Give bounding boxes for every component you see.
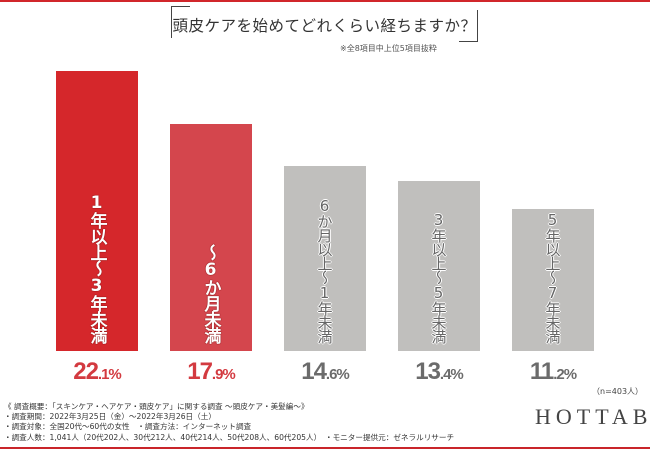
top-rule (0, 0, 650, 2)
bar-3: 6か月以上〜1年未満 (284, 166, 366, 351)
sample-size-note: （n=403人） (592, 387, 644, 396)
pct-label-2: 17.9% (187, 358, 236, 385)
chart-title: 頭皮ケアを始めてどれくらい経ちますか？ (172, 17, 477, 35)
pct-label-5: 11.2% (529, 358, 577, 385)
pct-label-4: 13.4% (415, 358, 464, 385)
bar-2: 〜6か月未満 (170, 124, 252, 351)
bar-label: 6か月以上〜1年未満 (315, 197, 334, 343)
footnote-line: ・調査期間：2022年3月25日（金）〜2022年3月26日（土） (4, 412, 216, 422)
brand-logo: HOTTAB (535, 404, 650, 429)
bracket-left-vertical (171, 6, 172, 38)
bracket-right-horizontal (459, 41, 478, 42)
bar-1: 1年以上〜3年未満 (56, 71, 138, 351)
bar-label: 〜6か月未満 (200, 244, 221, 343)
chart-subnote: ※全8項目中上位5項目抜粋 (340, 44, 437, 53)
title-box: 頭皮ケアを始めてどれくらい経ちますか？ (171, 6, 478, 42)
survey-footnotes: 《 調査概要：「スキンケア・ヘアケア・頭皮ケア」に関する調査 〜頭皮ケア・美髪編… (4, 402, 454, 443)
footnote-line: ・調査人数：1,041人（20代202人、30代212人、40代214人、50代… (4, 432, 455, 442)
bar-label: 1年以上〜3年未満 (86, 193, 107, 343)
bracket-left-horizontal (171, 6, 190, 7)
footnote-line: 《 調査概要：「スキンケア・ヘアケア・頭皮ケア」に関する調査 〜頭皮ケア・美髪編… (4, 402, 309, 411)
footnote-line: ・調査対象：全国20代〜60代の女性 ・調査方法：インターネット調査 (4, 422, 252, 432)
pct-label-3: 14.6% (301, 358, 350, 385)
bar-5: 5年以上〜7年未満 (512, 209, 594, 351)
bar-label: 5年以上〜7年未満 (543, 211, 562, 343)
pct-label-1: 22.1% (73, 358, 122, 385)
bracket-right-vertical (477, 10, 478, 42)
bottom-rule (0, 447, 650, 449)
bar-label: 3年以上〜5年未満 (429, 211, 448, 343)
bar-4: 3年以上〜5年未満 (398, 181, 480, 351)
